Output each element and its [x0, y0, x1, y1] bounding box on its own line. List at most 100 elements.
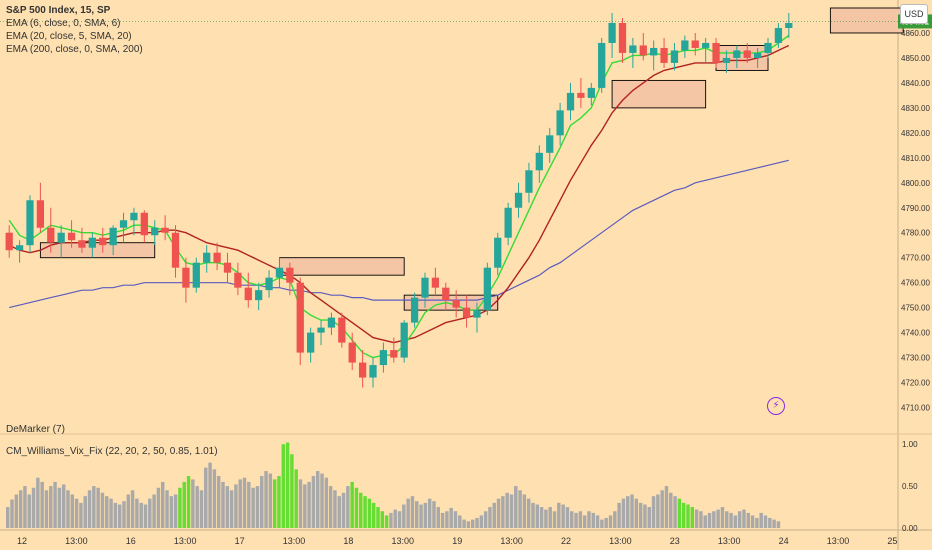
vix-fix-bar: [772, 519, 776, 528]
vix-fix-bar: [311, 476, 316, 528]
vix-fix-bar: [600, 519, 604, 528]
vix-fix-bar: [626, 496, 630, 528]
vix-fix-bar: [40, 481, 44, 528]
candle-body: [151, 227, 159, 236]
vix-fix-bar: [380, 511, 385, 528]
vix-fix-bar: [539, 507, 544, 528]
candle-body: [78, 240, 86, 248]
candle-body: [119, 220, 128, 228]
vix-fix-bar: [669, 492, 673, 528]
candle-body: [452, 300, 460, 308]
vix-fix-bar: [191, 479, 195, 528]
vix-fix-bar: [720, 507, 725, 528]
vix-fix-bar: [570, 511, 574, 528]
vix-fix-bar: [178, 487, 182, 528]
time-tick-label: 24: [779, 536, 789, 546]
vix-fix-bar: [673, 496, 677, 528]
indicator-tick-label: 0.50: [902, 482, 918, 491]
vix-fix-bar: [660, 490, 664, 528]
vix-fix-bar: [643, 504, 647, 528]
currency-button[interactable]: USD: [900, 4, 928, 24]
time-tick-label: 13:00: [65, 536, 88, 546]
vix-fix-bar: [371, 502, 376, 528]
vix-fix-bar: [466, 521, 471, 528]
vix-fix-bar: [561, 504, 565, 528]
indicator-tick-label: 0.00: [902, 524, 918, 533]
candle-body: [442, 287, 450, 301]
vix-fix-bar: [113, 502, 118, 528]
vix-fix-bar: [36, 477, 40, 528]
vix-fix-bar: [169, 496, 174, 528]
candle-body: [223, 262, 232, 273]
candle-body: [764, 42, 772, 53]
price-tick-label: 4810.00: [901, 154, 930, 163]
vix-fix-bar: [647, 507, 651, 528]
zone-box: [403, 294, 499, 311]
vix-fix-bar: [70, 494, 75, 528]
vix-fix-bar: [634, 498, 639, 528]
candle-body: [473, 310, 481, 318]
vix-fix-bar: [204, 467, 208, 528]
candle-body: [203, 252, 211, 263]
vix-fix-bar: [61, 484, 66, 528]
vix-fix-bar: [501, 496, 505, 528]
vix-fix-bar: [255, 486, 260, 528]
time-tick-label: 23: [670, 536, 680, 546]
time-tick-label: 22: [561, 536, 571, 546]
vix-fix-bar: [471, 519, 475, 528]
candle-body: [192, 262, 200, 288]
vix-fix-bar: [496, 498, 501, 528]
candle-body: [753, 52, 762, 58]
vix-fix-bar: [363, 496, 367, 528]
vix-fix-bar: [737, 511, 742, 528]
vix-fix-bar: [526, 498, 531, 528]
vix-fix-bar: [251, 487, 255, 528]
candle-body: [410, 297, 419, 323]
vix-fix-bar: [488, 507, 492, 528]
candle-body: [483, 267, 491, 311]
vix-fix-bar: [716, 509, 720, 528]
candle-body: [57, 232, 65, 243]
vix-fix-bar: [681, 502, 686, 528]
candle-body: [369, 365, 377, 378]
candle-body: [421, 277, 429, 298]
vix-fix-bar: [548, 507, 552, 528]
vix-fix-bar: [419, 504, 423, 528]
vix-fix-bar: [384, 515, 389, 528]
vix-fix-bar: [148, 498, 152, 528]
lightning-icon[interactable]: ⚡: [767, 397, 785, 415]
vix-fix-bar: [410, 496, 415, 528]
vix-fix-bar: [333, 490, 337, 528]
price-tick-label: 4820.00: [901, 129, 930, 138]
vix-fix-bar: [565, 507, 570, 528]
vix-fix-bar: [10, 499, 14, 528]
candle-body: [681, 40, 689, 51]
time-tick-label: 13:00: [609, 536, 632, 546]
price-tick-label: 4800.00: [901, 179, 930, 188]
vix-fix-bar: [66, 490, 70, 528]
vix-fix-bar: [354, 487, 359, 528]
vix-fix-bar: [294, 469, 298, 528]
vix-fix-bar: [415, 501, 419, 528]
vix-fix-bar: [617, 502, 621, 528]
vix-fix-bar: [746, 512, 750, 528]
vix-fix-bar: [432, 501, 436, 528]
vix-fix-bar: [522, 494, 527, 528]
candle-body: [47, 227, 55, 243]
price-tick-label: 4770.00: [901, 254, 930, 263]
vix-fix-bar: [505, 492, 509, 528]
vix-fix-bar: [92, 486, 96, 528]
vix-fix-bar: [135, 498, 139, 528]
price-tick-label: 4710.00: [901, 404, 930, 413]
vix-fix-bar: [406, 498, 410, 528]
vix-fix-bar: [544, 509, 548, 528]
zone-box: [39, 242, 156, 259]
candle-body: [182, 267, 190, 288]
vix-fix-bar: [531, 502, 535, 528]
vix-fix-bar: [725, 511, 729, 528]
vix-fix-bar: [630, 494, 634, 528]
vix-fix-bar: [212, 469, 217, 528]
vix-fix-bar: [729, 512, 733, 528]
vix-fix-bar: [638, 502, 643, 528]
